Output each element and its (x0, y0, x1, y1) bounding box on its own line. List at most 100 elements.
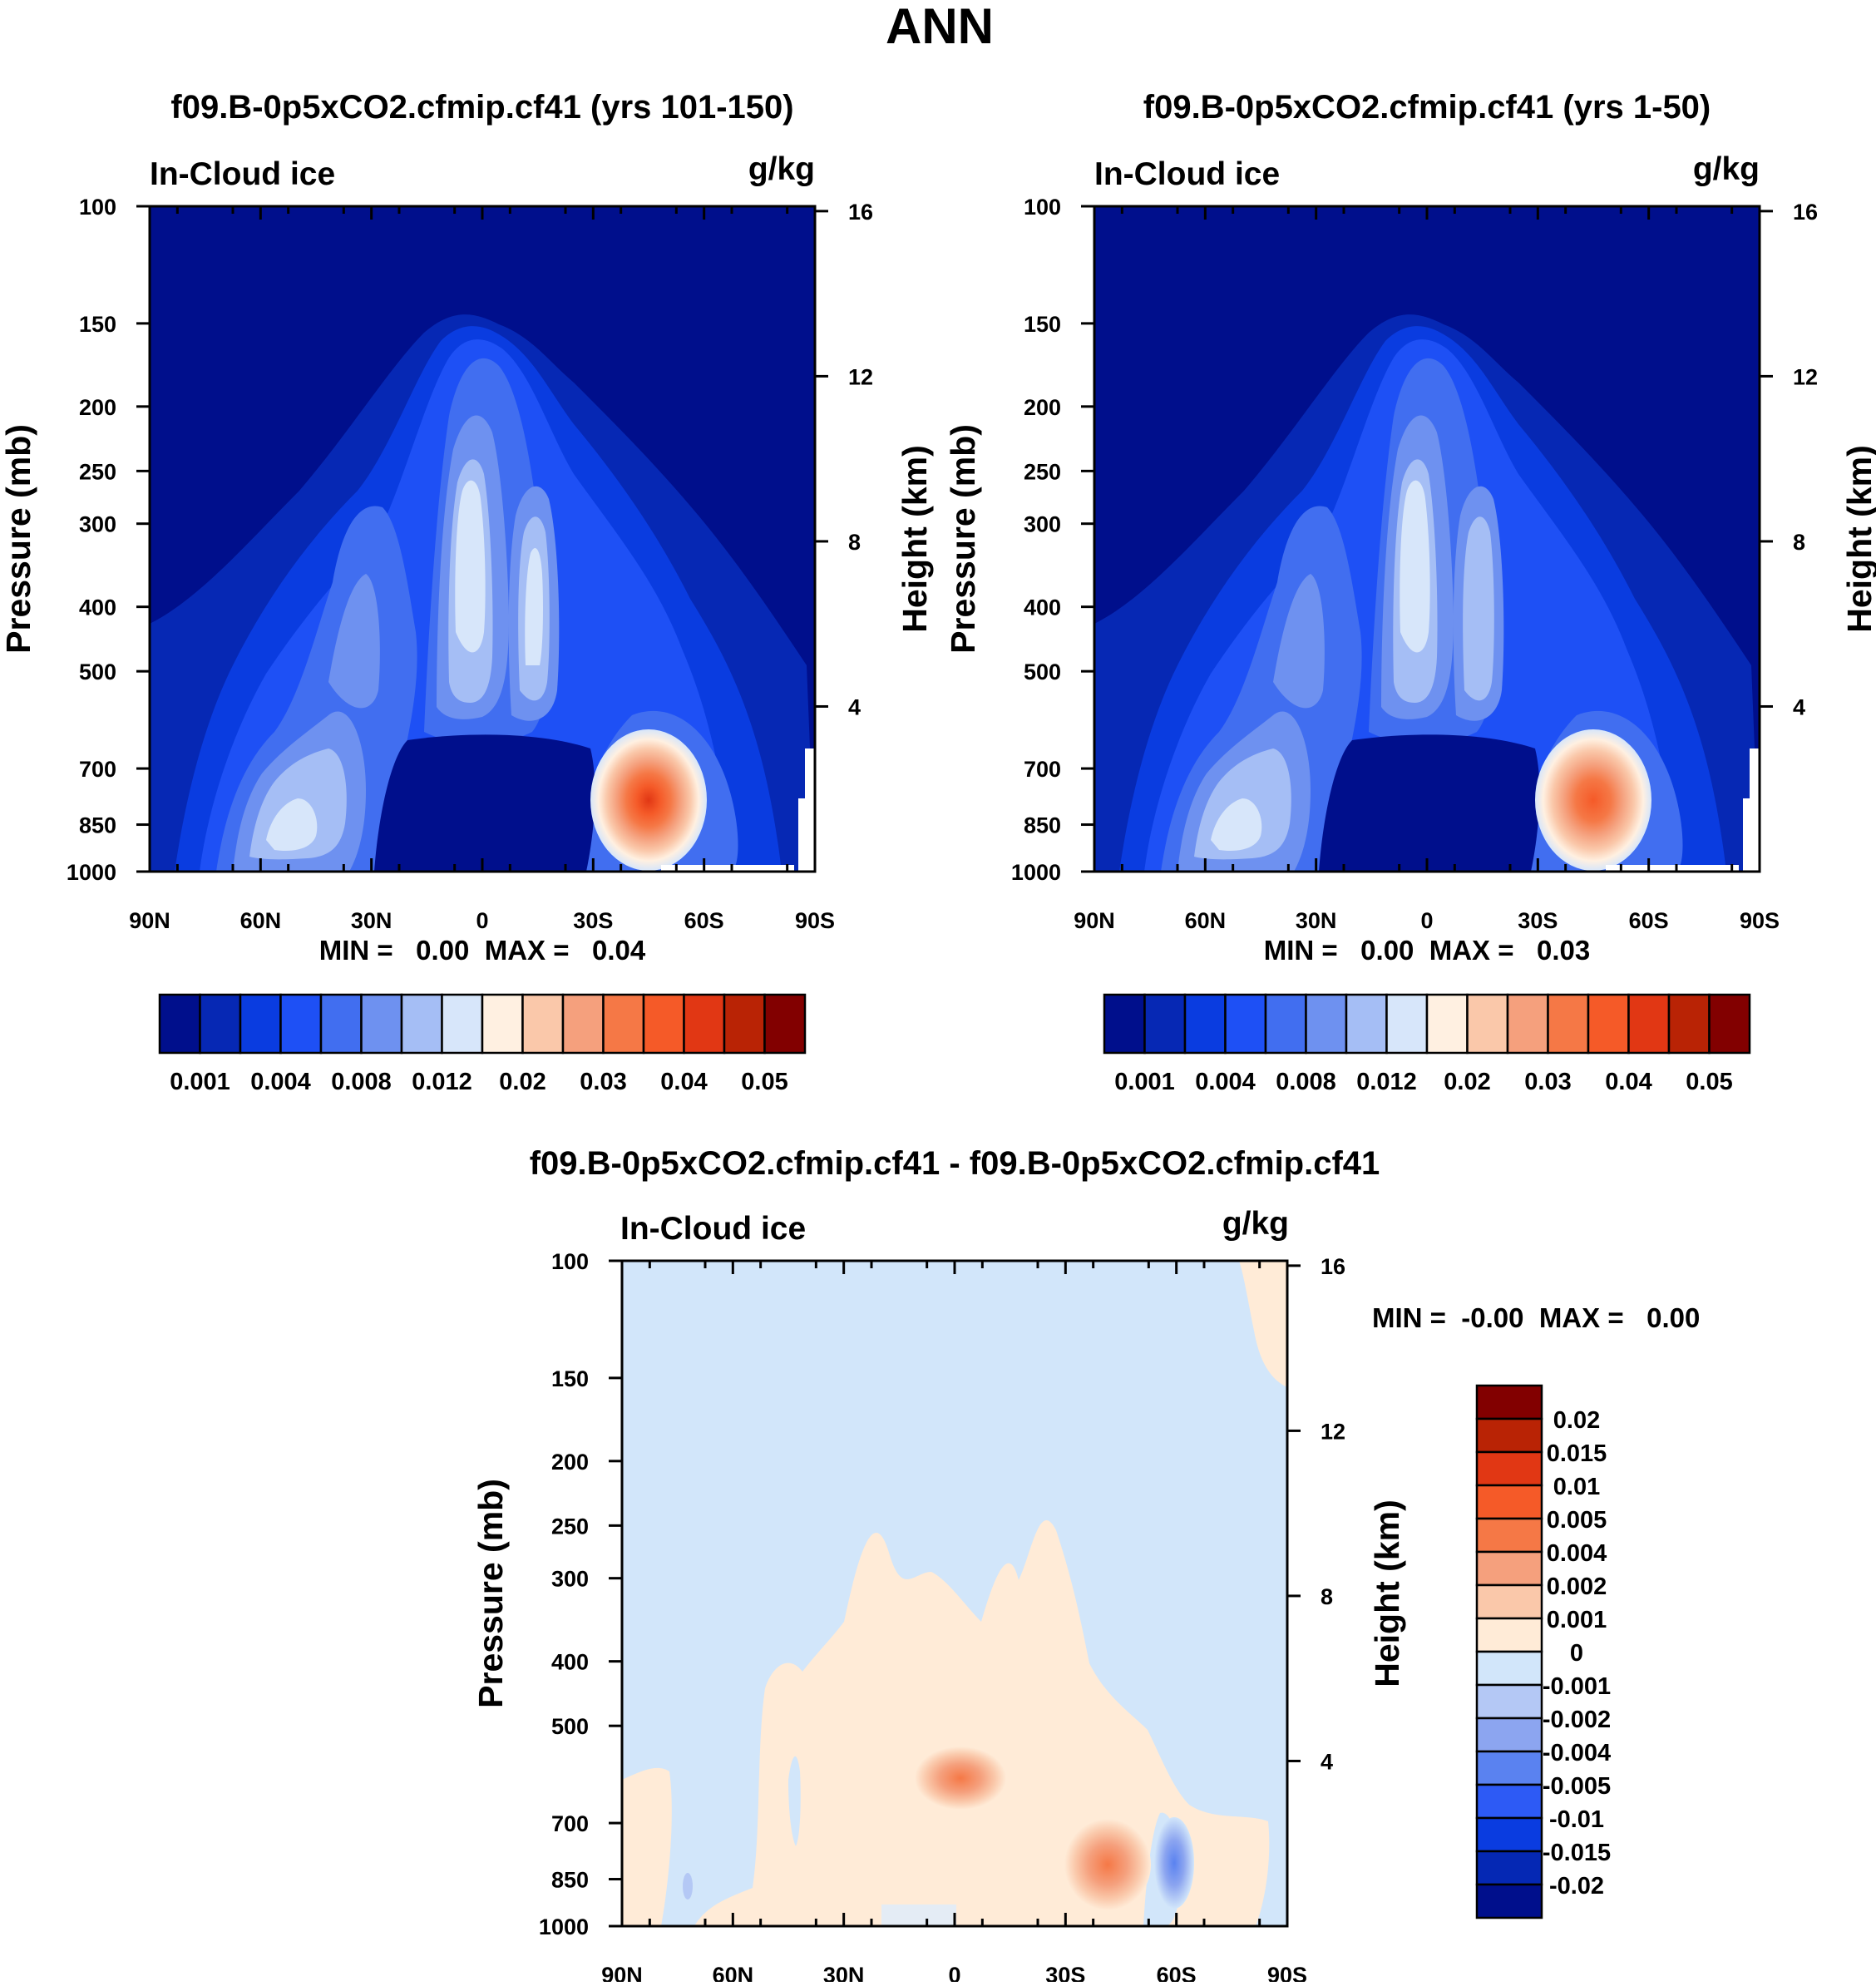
colorbar-swatch (521, 993, 565, 1055)
colorbar-swatch (1547, 993, 1590, 1055)
colorbar-label: 0.001 (1547, 1607, 1607, 1633)
y-tick-label: 200 (1024, 395, 1061, 420)
panel-1: f09.B-0p5xCO2.cfmip.cf41 (yrs 101-150) I… (0, 89, 934, 1095)
y-tick-label: 700 (79, 757, 116, 782)
y-right-tick-label: 12 (848, 364, 873, 389)
x-tick-label: 90S (795, 908, 835, 933)
panel-3-ylabel: Pressure (mb) (471, 1479, 510, 1708)
y-tick-label: 700 (551, 1811, 589, 1836)
colorbar-swatch (1475, 1750, 1543, 1786)
y-tick-label: 250 (1024, 459, 1061, 484)
colorbar-label: 0.002 (1547, 1573, 1607, 1600)
colorbar-swatch (1466, 993, 1509, 1055)
colorbar-swatch (1385, 993, 1429, 1055)
colorbar-label: 0.008 (331, 1069, 392, 1095)
colorbar-label: 0.05 (1686, 1069, 1732, 1095)
colorbar-label: 0.005 (1547, 1507, 1607, 1534)
panel-2-units: g/kg (1693, 151, 1760, 187)
panel-2-left-label: In-Cloud ice (1094, 156, 1280, 192)
panel-2-title: f09.B-0p5xCO2.cfmip.cf41 (yrs 1-50) (1143, 89, 1711, 126)
panel-1-ylabel-right: Height (km) (896, 445, 934, 633)
y-tick-label: 700 (1024, 757, 1061, 782)
x-tick-label: 60N (240, 908, 282, 933)
x-tick-label: 90N (601, 1963, 643, 1982)
colorbar-swatch (1475, 1883, 1543, 1919)
colorbar-label: 0.04 (660, 1069, 707, 1095)
y-tick-label: 850 (551, 1868, 589, 1893)
colorbar-swatch (481, 993, 524, 1055)
y-tick-label: 400 (551, 1650, 589, 1675)
panel-3: f09.B-0p5xCO2.cfmip.cf41 - f09.B-0p5xCO2… (471, 1145, 1700, 1986)
colorbar-label: 0.004 (250, 1069, 311, 1095)
colorbar-label: -0.015 (1543, 1840, 1611, 1866)
colorbar-label: 0.012 (1356, 1069, 1417, 1095)
colorbar-label: 0.02 (499, 1069, 546, 1095)
colorbar-label: 0.02 (1553, 1407, 1600, 1434)
colorbar-swatch (1587, 993, 1630, 1055)
colorbar-swatch (1224, 993, 1267, 1055)
colorbar-swatch (1708, 993, 1751, 1055)
colorbar-swatch (360, 993, 403, 1055)
colorbar-swatch (1475, 1783, 1543, 1820)
panel-2-contour-field (1094, 206, 1760, 872)
panel-3-contour-field (622, 1261, 1287, 1926)
colorbar-label: 0.001 (1114, 1069, 1175, 1095)
colorbar-swatch (1183, 993, 1227, 1055)
y-tick-label: 250 (551, 1514, 589, 1539)
x-tick-label: 60S (1157, 1963, 1197, 1982)
panel-2: f09.B-0p5xCO2.cfmip.cf41 (yrs 1-50) In-C… (944, 89, 1876, 1095)
x-tick-label: 30S (1045, 1963, 1085, 1982)
colorbar-swatch (158, 993, 201, 1055)
colorbar-swatch (602, 993, 645, 1055)
colorbar-swatch (1264, 993, 1307, 1055)
y-right-tick-label: 8 (1321, 1584, 1333, 1609)
colorbar-label: 0.04 (1605, 1069, 1651, 1095)
y-right-tick-label: 12 (1321, 1419, 1345, 1444)
x-tick-label: 30S (573, 908, 613, 933)
y-tick-label: 100 (551, 1249, 589, 1274)
colorbar-label: -0.005 (1543, 1773, 1611, 1800)
colorbar-swatch (441, 993, 484, 1055)
panel-1-units: g/kg (748, 151, 815, 187)
y-tick-label: 300 (79, 512, 116, 537)
colorbar-swatch (1475, 1850, 1543, 1886)
colorbar-swatch (561, 993, 605, 1055)
x-tick-label: 90N (129, 908, 170, 933)
x-tick-label: 60S (684, 908, 724, 933)
panel-2-stats: MIN = 0.00 MAX = 0.03 (1264, 935, 1591, 966)
panel-3-left-label: In-Cloud ice (620, 1211, 806, 1247)
colorbar-label: 0.004 (1195, 1069, 1256, 1095)
y-tick-label: 200 (79, 395, 116, 420)
colorbar-label: 0.05 (741, 1069, 787, 1095)
main-title: ANN (886, 0, 994, 54)
colorbar-swatch (1475, 1583, 1543, 1620)
colorbar-label: 0.012 (412, 1069, 472, 1095)
y-tick-label: 1000 (67, 860, 116, 885)
x-tick-label: 0 (948, 1963, 960, 1982)
y-tick-label: 850 (79, 813, 116, 838)
y-tick-label: 500 (1024, 660, 1061, 684)
y-right-tick-label: 4 (1793, 694, 1805, 719)
colorbar-label: 0.03 (1524, 1069, 1571, 1095)
y-tick-label: 200 (551, 1450, 589, 1475)
colorbar-swatch (1475, 1450, 1543, 1487)
colorbar-swatch (1475, 1384, 1543, 1420)
panel-3-units: g/kg (1222, 1206, 1289, 1242)
colorbar-label: 0.008 (1276, 1069, 1336, 1095)
colorbar-swatch (683, 993, 726, 1055)
y-tick-label: 1000 (539, 1914, 589, 1939)
colorbar-swatch (1475, 1683, 1543, 1720)
panel-3-title: f09.B-0p5xCO2.cfmip.cf41 - f09.B-0p5xCO2… (530, 1145, 1380, 1182)
colorbar-label: 0 (1570, 1640, 1583, 1667)
x-tick-label: 30N (1296, 908, 1337, 933)
panel-2-colorbar: 0.001 0.004 0.008 0.012 0.02 0.03 0.04 0.05 (1103, 993, 1751, 1095)
y-right-tick-label: 4 (848, 694, 861, 719)
colorbar-swatch (1475, 1484, 1543, 1520)
colorbar-swatch (642, 993, 685, 1055)
panel-3-colorbar: 0.02 0.015 0.01 0.005 0.004 0.002 0.001 0 -0.001… (1475, 1384, 1611, 1919)
y-tick-label: 150 (551, 1366, 589, 1391)
y-tick-label: 850 (1024, 813, 1061, 838)
y-right-tick-label: 16 (1793, 200, 1818, 225)
panel-2-ylabel-right: Height (km) (1840, 445, 1876, 633)
x-tick-label: 30N (351, 908, 392, 933)
